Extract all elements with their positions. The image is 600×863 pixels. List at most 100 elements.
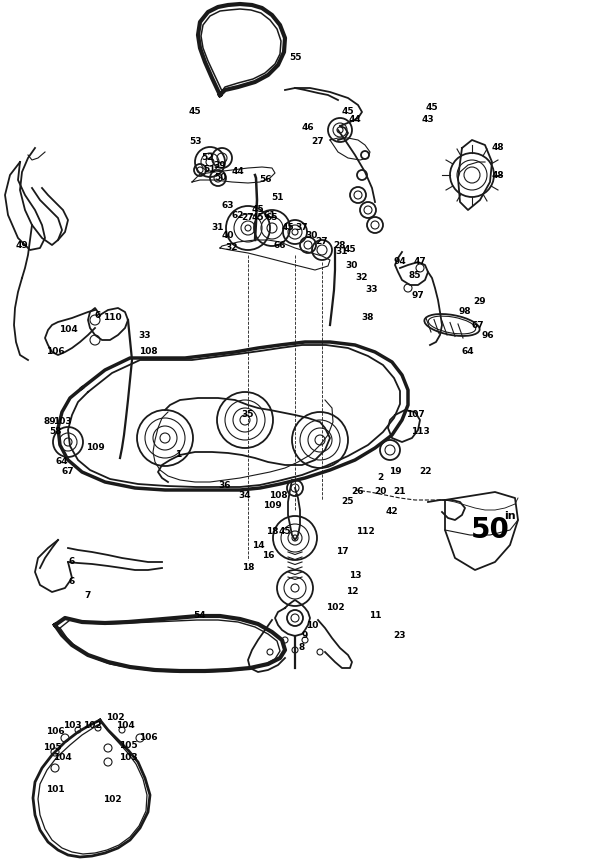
- Text: 45: 45: [251, 205, 265, 215]
- Text: 112: 112: [356, 527, 374, 537]
- Text: 51: 51: [272, 193, 284, 203]
- Text: 31: 31: [336, 248, 348, 256]
- Text: 32: 32: [356, 274, 368, 282]
- Text: 45: 45: [281, 224, 295, 232]
- Text: 51: 51: [204, 166, 216, 174]
- Text: 30: 30: [306, 230, 318, 240]
- Text: 39: 39: [214, 161, 226, 169]
- Text: 23: 23: [394, 631, 406, 639]
- Text: 105: 105: [43, 744, 61, 753]
- Text: 102: 102: [83, 721, 101, 729]
- Text: 31: 31: [212, 224, 224, 232]
- Text: 33: 33: [139, 331, 151, 339]
- Text: 102: 102: [106, 714, 124, 722]
- Text: 107: 107: [406, 411, 424, 419]
- Text: 45: 45: [278, 527, 292, 537]
- Text: 85: 85: [409, 270, 421, 280]
- Text: 42: 42: [386, 507, 398, 516]
- Text: 46: 46: [302, 123, 314, 133]
- Text: 27: 27: [316, 237, 328, 247]
- Text: 33: 33: [366, 286, 378, 294]
- Text: 89: 89: [44, 418, 56, 426]
- Text: 67: 67: [472, 320, 484, 330]
- Text: 30: 30: [346, 261, 358, 269]
- Text: 45: 45: [425, 104, 439, 112]
- Text: 2: 2: [377, 474, 383, 482]
- Text: 62: 62: [232, 211, 244, 219]
- Text: 104: 104: [116, 721, 134, 729]
- Text: 10: 10: [306, 620, 318, 629]
- Text: 63: 63: [222, 200, 234, 210]
- Text: 105: 105: [119, 740, 137, 749]
- Text: 96: 96: [482, 331, 494, 339]
- Text: 8: 8: [299, 644, 305, 652]
- Text: 44: 44: [232, 167, 244, 177]
- Text: 50: 50: [214, 173, 226, 182]
- Text: 38: 38: [362, 313, 374, 323]
- Text: 7: 7: [85, 590, 91, 600]
- Text: 54: 54: [194, 610, 206, 620]
- Text: 110: 110: [103, 313, 121, 323]
- Text: 6: 6: [95, 311, 101, 319]
- Text: 61: 61: [264, 211, 276, 219]
- Text: 26: 26: [352, 488, 364, 496]
- Text: 44: 44: [349, 116, 361, 124]
- Text: 18: 18: [266, 527, 278, 537]
- Text: 45: 45: [344, 245, 356, 255]
- Text: 1: 1: [175, 450, 181, 459]
- Text: 106: 106: [139, 734, 157, 742]
- Text: 103: 103: [119, 753, 137, 763]
- Text: 48: 48: [491, 143, 505, 153]
- Text: 45: 45: [251, 213, 265, 223]
- Text: 56: 56: [259, 175, 271, 185]
- Text: 104: 104: [59, 325, 77, 335]
- Text: 28: 28: [334, 241, 346, 249]
- Text: 106: 106: [46, 728, 64, 736]
- Text: 27: 27: [311, 137, 325, 147]
- Text: 48: 48: [491, 171, 505, 180]
- Text: 18: 18: [242, 564, 254, 572]
- Text: 106: 106: [46, 348, 64, 356]
- Text: in: in: [504, 511, 516, 521]
- Text: 55: 55: [289, 54, 301, 62]
- Text: 97: 97: [412, 291, 424, 299]
- Text: 109: 109: [86, 444, 104, 452]
- Text: 98: 98: [458, 307, 472, 317]
- Text: 103: 103: [53, 418, 71, 426]
- Text: 40: 40: [222, 230, 234, 240]
- Text: 53: 53: [189, 137, 201, 147]
- Text: 67: 67: [62, 468, 74, 476]
- Text: 35: 35: [242, 411, 254, 419]
- Text: 37: 37: [296, 224, 308, 232]
- Text: 113: 113: [410, 427, 430, 437]
- Text: 64: 64: [461, 348, 475, 356]
- Text: 29: 29: [473, 298, 487, 306]
- Text: 102: 102: [326, 603, 344, 613]
- Text: 34: 34: [239, 490, 251, 500]
- Text: 102: 102: [103, 796, 121, 804]
- Text: 64: 64: [56, 457, 68, 467]
- Text: 9: 9: [302, 631, 308, 639]
- Text: 58: 58: [49, 427, 61, 437]
- Text: 17: 17: [335, 547, 349, 557]
- Text: 101: 101: [46, 785, 64, 795]
- Text: 65: 65: [266, 213, 278, 223]
- Text: 45: 45: [188, 108, 202, 117]
- Text: 45: 45: [341, 108, 355, 117]
- Text: 108: 108: [139, 348, 157, 356]
- Text: 103: 103: [62, 721, 82, 729]
- Text: 50: 50: [470, 516, 509, 544]
- Text: 108: 108: [269, 490, 287, 500]
- Text: 66: 66: [274, 241, 286, 249]
- Text: 104: 104: [53, 753, 71, 763]
- Text: 20: 20: [374, 488, 386, 496]
- Text: 25: 25: [342, 497, 354, 507]
- Text: 6: 6: [69, 557, 75, 566]
- Text: 32: 32: [226, 243, 238, 253]
- Text: 94: 94: [394, 257, 406, 267]
- Text: 11: 11: [369, 610, 381, 620]
- Text: 49: 49: [16, 241, 28, 249]
- Text: 12: 12: [346, 588, 358, 596]
- Text: 19: 19: [389, 468, 401, 476]
- Text: 21: 21: [394, 488, 406, 496]
